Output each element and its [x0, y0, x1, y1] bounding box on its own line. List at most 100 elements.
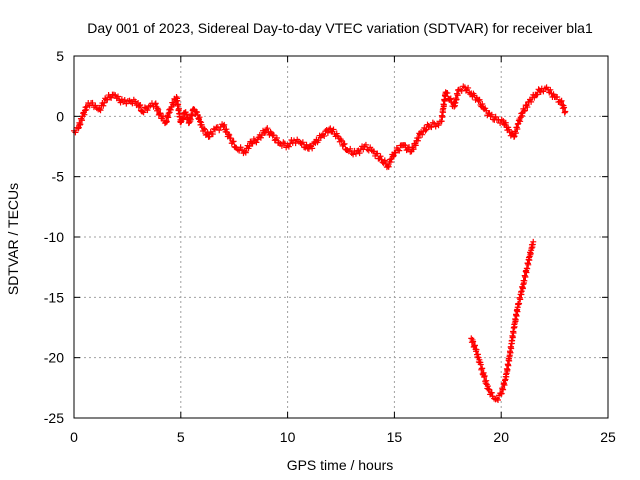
- data-point-dense: [89, 99, 96, 106]
- data-point-dense: [513, 313, 520, 320]
- data-point-dense: [481, 373, 488, 380]
- data-point-dense: [285, 143, 292, 150]
- chart-title: Day 001 of 2023, Sidereal Day-to-day VTE…: [87, 20, 593, 36]
- data-point-dense: [488, 111, 495, 118]
- data-point-dense: [479, 100, 486, 107]
- data-point-dense: [112, 92, 119, 99]
- y-tick-label: -20: [44, 350, 64, 366]
- data-point-dense: [488, 389, 495, 396]
- data-point-dense: [465, 84, 472, 91]
- data-point-dense: [395, 146, 402, 153]
- data-point-dense: [338, 137, 345, 144]
- data-point-dense: [389, 153, 396, 160]
- data-point-dense: [402, 142, 409, 149]
- data-point-dense: [512, 129, 519, 136]
- data-point-dense: [471, 342, 478, 349]
- data-point-dense: [226, 131, 233, 138]
- data-point-dense: [136, 102, 143, 109]
- data-point-dense: [189, 112, 196, 119]
- data-point-dense: [100, 102, 107, 109]
- data-point-dense: [381, 157, 388, 164]
- data-point-dense: [121, 97, 128, 104]
- data-point: [156, 110, 163, 117]
- data-point-dense: [505, 126, 512, 133]
- data-point-dense: [396, 147, 403, 154]
- data-point-dense: [194, 109, 201, 116]
- data-point-dense: [137, 102, 144, 109]
- data-point-dense: [517, 114, 524, 121]
- data-point-dense: [163, 118, 170, 125]
- data-point-dense: [362, 141, 369, 148]
- data-point-dense: [97, 107, 104, 114]
- data-point-dense: [298, 140, 305, 147]
- data-point-dense: [223, 126, 230, 133]
- data-point-dense: [517, 118, 524, 125]
- data-point-dense: [429, 119, 436, 126]
- data-point-dense: [257, 134, 264, 141]
- data-point-dense: [187, 116, 194, 123]
- data-point-dense: [410, 146, 417, 153]
- x-tick-label: 20: [493, 429, 509, 445]
- data-point-dense: [83, 106, 90, 113]
- data-point-dense: [101, 99, 108, 106]
- data-point-dense: [516, 300, 523, 307]
- data-point-dense: [435, 122, 442, 129]
- x-tick-label: 10: [280, 429, 296, 445]
- data-point-dense: [479, 365, 486, 372]
- data-point-dense: [225, 131, 232, 138]
- data-point-dense: [521, 107, 528, 114]
- data-point-dense: [407, 148, 414, 155]
- data-point-dense: [292, 140, 299, 147]
- data-point-dense: [157, 110, 164, 117]
- data-point-dense: [270, 132, 277, 139]
- data-point-dense: [477, 361, 484, 368]
- data-point-dense: [517, 296, 524, 303]
- data-point-dense: [385, 163, 392, 170]
- y-tick-label: -25: [44, 410, 64, 426]
- data-point-dense: [242, 149, 249, 156]
- data-point-dense: [390, 152, 397, 159]
- data-point-dense: [303, 141, 310, 148]
- data-point-dense: [299, 139, 306, 146]
- data-point-dense: [216, 127, 223, 134]
- data-point: [562, 108, 569, 115]
- data-point-dense: [507, 349, 514, 356]
- data-point-dense: [209, 131, 216, 138]
- data-point-dense: [382, 160, 389, 167]
- data-point-dense: [501, 377, 508, 384]
- data-point-dense: [484, 383, 491, 390]
- data-point-dense: [558, 97, 565, 104]
- data-point-dense: [118, 96, 125, 103]
- data-point-dense: [140, 109, 147, 116]
- data-point-dense: [555, 99, 562, 106]
- data-point-dense: [561, 104, 568, 111]
- data-point-dense: [200, 125, 207, 132]
- data-point-dense: [522, 274, 529, 281]
- data-point-dense: [324, 129, 331, 136]
- data-point-dense: [106, 93, 113, 100]
- data-point-dense: [377, 153, 384, 160]
- x-axis-label: GPS time / hours: [287, 457, 394, 473]
- data-point-dense: [273, 135, 280, 142]
- data-point-dense: [475, 98, 482, 105]
- data-point-dense: [559, 105, 566, 112]
- data-point-dense: [227, 135, 234, 142]
- data-point-dense: [494, 396, 501, 403]
- x-tick-label: 0: [70, 429, 78, 445]
- data-point-dense: [230, 138, 237, 145]
- data-point-dense: [340, 141, 347, 148]
- data-point-dense: [521, 277, 528, 284]
- data-point-dense: [236, 147, 243, 154]
- data-point: [248, 139, 255, 146]
- data-point-dense: [470, 338, 477, 345]
- data-point-dense: [124, 97, 131, 104]
- data-point-dense: [547, 86, 554, 93]
- data-point-dense: [415, 134, 422, 141]
- data-point-dense: [221, 121, 228, 128]
- y-tick-label: 0: [56, 108, 64, 124]
- data-point-dense: [201, 126, 208, 133]
- data-point-dense: [154, 105, 161, 112]
- data-point-dense: [81, 111, 88, 118]
